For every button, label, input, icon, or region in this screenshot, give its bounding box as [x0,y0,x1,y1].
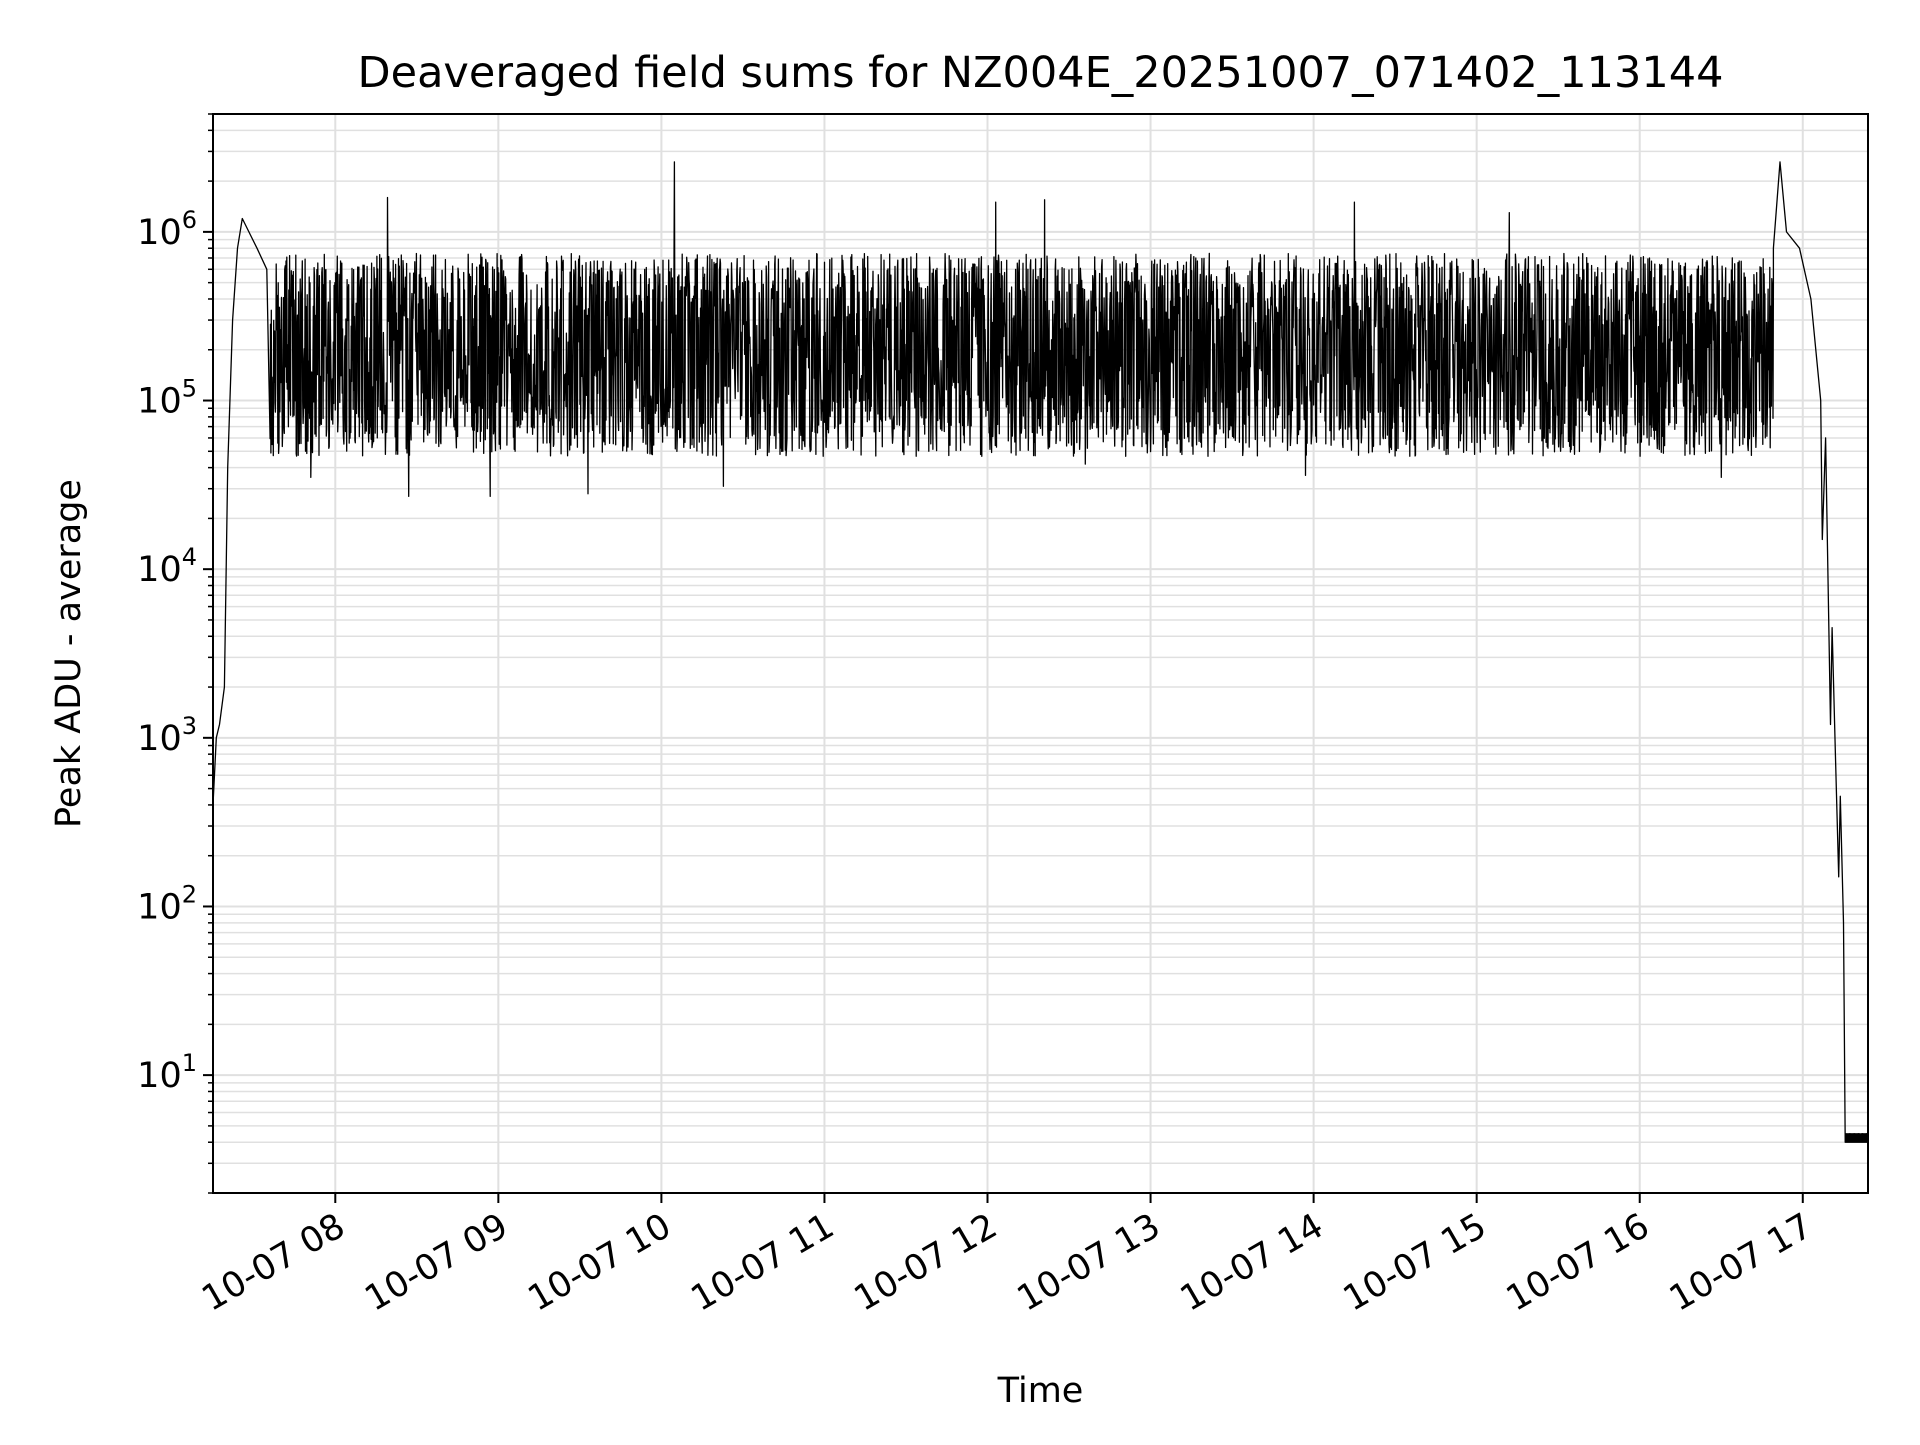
y-tick-base: 10 [137,213,182,253]
series-group [212,161,1869,1143]
x-axis-label: Time [997,1371,1084,1411]
y-axis-label: Peak ADU - average [49,479,89,828]
y-tick-label: 105 [137,375,197,422]
y-tick-label: 104 [137,543,197,590]
y-tick-label: 106 [137,206,197,253]
y-tick-label: 102 [137,880,197,927]
y-tick-base: 10 [137,550,182,590]
y-tick-base: 10 [137,719,182,759]
data-series-line [212,161,1869,1143]
y-tick-exponent: 1 [182,1049,197,1077]
y-tick-exponent: 6 [182,206,197,234]
y-tick-base: 10 [137,887,182,927]
plot-frame [212,113,1869,1194]
y-tick-base: 10 [137,1056,182,1096]
chart-title: Deaveraged field sums for NZ004E_2025100… [358,48,1724,98]
y-tick-exponent: 3 [182,712,197,740]
y-tick-exponent: 5 [182,375,197,403]
y-tick-base: 10 [137,382,182,422]
y-tick-label: 103 [137,712,197,759]
y-tick-exponent: 4 [182,543,197,571]
y-tick-label: 101 [137,1049,197,1096]
y-tick-exponent: 2 [182,880,197,908]
